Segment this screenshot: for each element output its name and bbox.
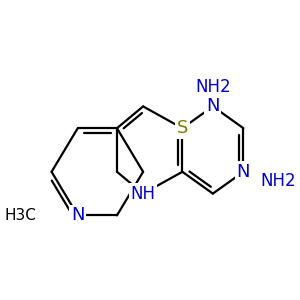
Text: H3C: H3C (5, 208, 37, 223)
Text: N: N (71, 206, 85, 224)
Text: NH2: NH2 (261, 172, 296, 190)
Text: NH: NH (130, 184, 156, 202)
Text: N: N (237, 163, 250, 181)
Text: N: N (206, 98, 220, 116)
Text: NH2: NH2 (195, 78, 231, 96)
Text: S: S (177, 119, 188, 137)
